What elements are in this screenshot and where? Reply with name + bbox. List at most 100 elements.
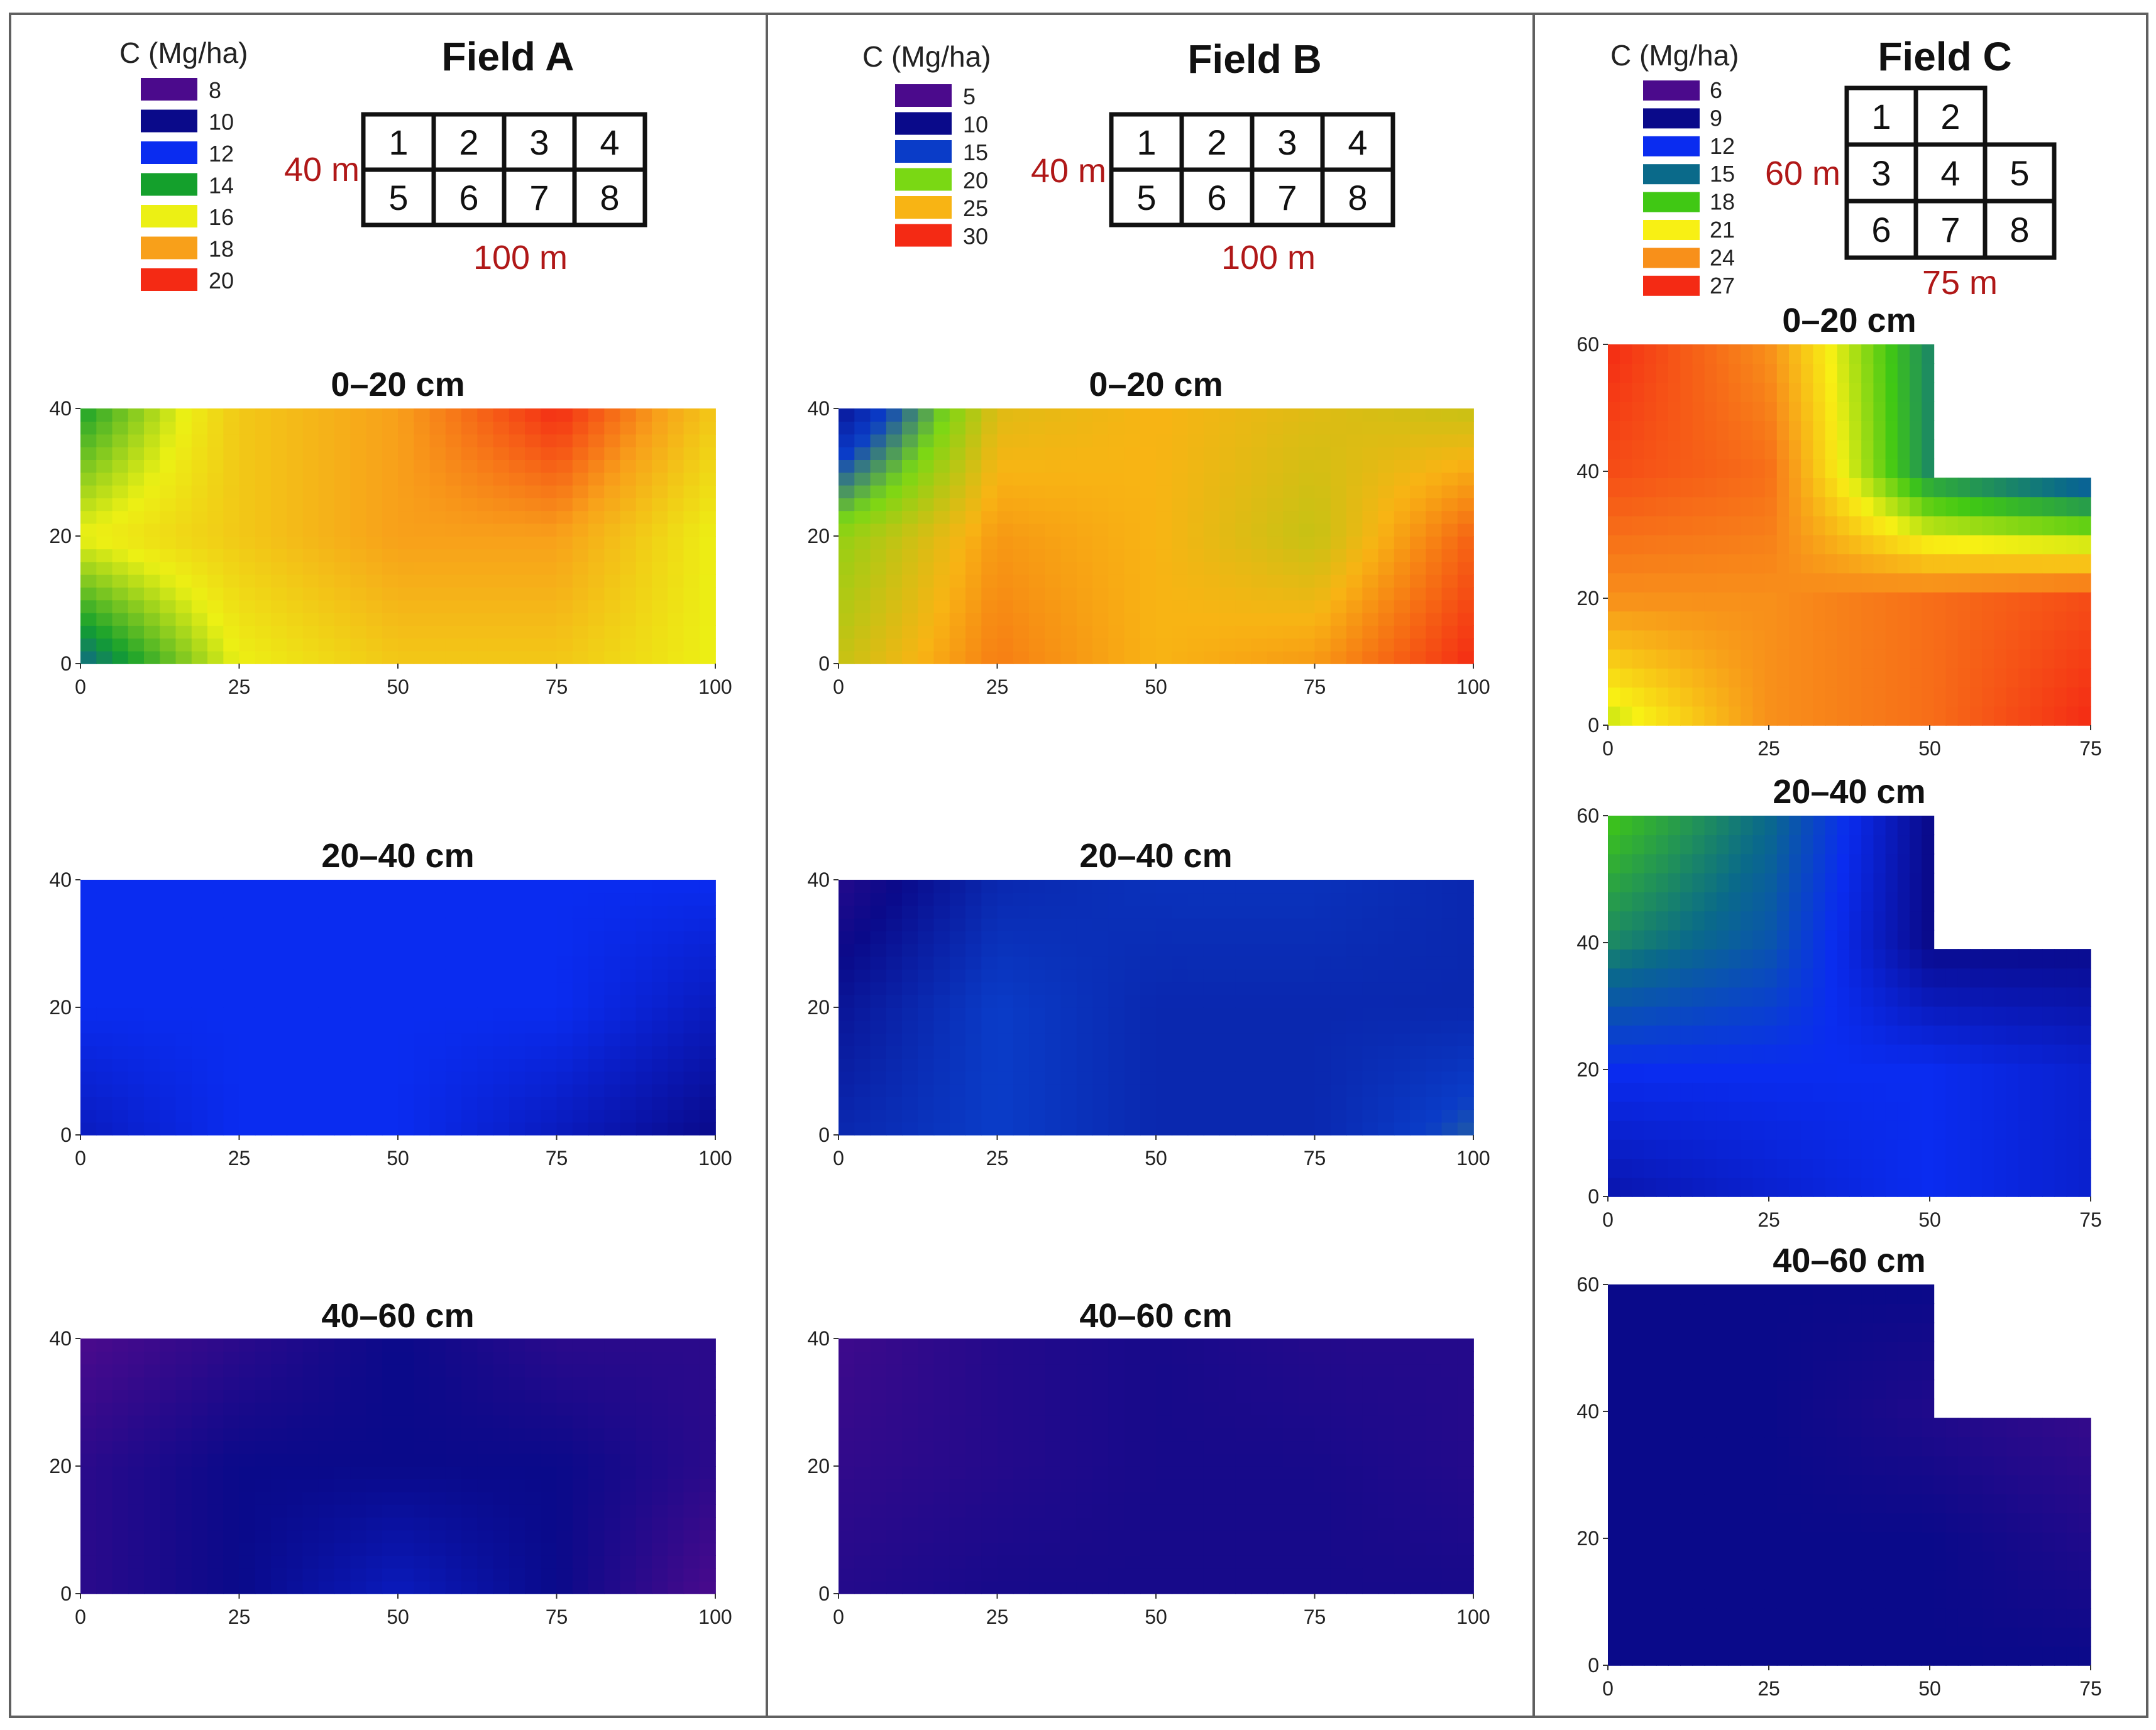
contour-cell	[541, 917, 558, 931]
contour-cell	[493, 931, 510, 944]
contour-cell	[1045, 1415, 1062, 1428]
contour-cell	[461, 1491, 478, 1505]
contour-cell	[854, 1020, 871, 1034]
contour-cell	[1314, 536, 1331, 550]
contour-cell	[1013, 1504, 1030, 1518]
contour-cell	[652, 638, 669, 652]
contour-cell	[1441, 880, 1458, 894]
contour-cell	[1267, 1428, 1284, 1442]
contour-cell	[1140, 1415, 1157, 1428]
contour-cell	[302, 650, 319, 664]
contour-cell	[635, 1007, 652, 1021]
contour-cell	[160, 1453, 177, 1467]
contour-cell	[350, 625, 367, 639]
contour-cell	[604, 1555, 621, 1569]
contour-cell	[445, 1491, 462, 1505]
contour-cell	[80, 1007, 97, 1021]
contour-cell	[1060, 1479, 1077, 1492]
contour-cell	[207, 1517, 224, 1531]
contour-cell	[1267, 982, 1284, 995]
contour-cell	[1140, 1402, 1157, 1416]
contour-cell	[302, 1530, 319, 1543]
contour-cell	[414, 969, 431, 983]
contour-cell	[1299, 905, 1316, 919]
contour-cell	[997, 1097, 1014, 1110]
contour-cell	[1314, 587, 1331, 601]
contour-cell	[652, 459, 669, 473]
contour-cell	[652, 612, 669, 626]
contour-cell	[981, 446, 998, 460]
contour-cell	[918, 536, 935, 550]
contour-cell	[556, 459, 573, 473]
contour-cell	[902, 905, 919, 919]
contour-cell	[1013, 408, 1030, 422]
contour-cell	[933, 1453, 950, 1467]
contour-cell	[1441, 1440, 1458, 1454]
contour-cell	[255, 1351, 272, 1365]
contour-cell	[1219, 638, 1236, 652]
contour-cell	[1441, 1453, 1458, 1467]
contour-cell	[1108, 1479, 1125, 1492]
contour-cell	[493, 587, 510, 601]
contour-cell	[445, 1440, 462, 1454]
contour-cell	[1410, 880, 1427, 894]
contour-cell	[96, 446, 113, 460]
contour-cell	[191, 523, 208, 537]
contour-cell	[1187, 931, 1204, 944]
contour-cell	[652, 1376, 669, 1390]
contour-cell	[1108, 1580, 1125, 1594]
contour-cell	[1362, 446, 1379, 460]
contour-cell	[525, 956, 542, 970]
contour-cell	[699, 1083, 716, 1097]
legend-swatch	[1643, 192, 1700, 212]
contour-cell	[207, 969, 224, 983]
contour-cell	[1156, 421, 1173, 435]
contour-cell	[223, 1580, 240, 1594]
contour-cell	[239, 574, 256, 588]
contour-cell	[1346, 1071, 1363, 1085]
contour-cell	[1013, 472, 1030, 486]
contour-cell	[918, 880, 935, 894]
contour-cell	[1283, 1389, 1300, 1403]
contour-cell	[1410, 1402, 1427, 1416]
contour-cell	[239, 1428, 256, 1442]
contour-cell	[541, 905, 558, 919]
contour-cell	[493, 1580, 510, 1594]
contour-cell	[398, 1364, 415, 1377]
contour-cell	[1426, 1453, 1443, 1467]
contour-cell	[588, 498, 605, 512]
contour-cell	[635, 1491, 652, 1505]
contour-cell	[997, 446, 1014, 460]
contour-cell	[80, 1491, 97, 1505]
contour-cell	[1060, 510, 1077, 524]
contour-cell	[223, 1045, 240, 1059]
contour-cell	[1140, 931, 1157, 944]
contour-cell	[429, 1466, 446, 1480]
contour-cell	[604, 892, 621, 906]
contour-cell	[620, 561, 637, 575]
contour-cell	[839, 1007, 855, 1021]
contour-cell	[302, 1007, 319, 1021]
contour-cell	[556, 485, 573, 498]
contour-cell	[668, 931, 685, 944]
contour-cell	[128, 880, 145, 894]
contour-cell	[255, 1440, 272, 1454]
contour-cell	[933, 625, 950, 639]
contour-cell	[870, 1568, 887, 1582]
contour-cell	[493, 969, 510, 983]
contour-cell	[635, 917, 652, 931]
contour-cell	[1267, 956, 1284, 970]
contour-cell	[207, 1415, 224, 1428]
contour-cell	[620, 1376, 637, 1390]
contour-cell	[620, 1466, 637, 1480]
contour-cell	[1410, 1389, 1427, 1403]
contour-cell	[1267, 1466, 1284, 1480]
contour-cell	[699, 599, 716, 613]
contour-cell	[839, 1389, 855, 1403]
contour-cell	[223, 1466, 240, 1480]
contour-cell	[620, 1339, 637, 1352]
contour-cell	[1203, 1058, 1220, 1072]
contour-cell	[1299, 549, 1316, 562]
contour-cell	[128, 472, 145, 486]
